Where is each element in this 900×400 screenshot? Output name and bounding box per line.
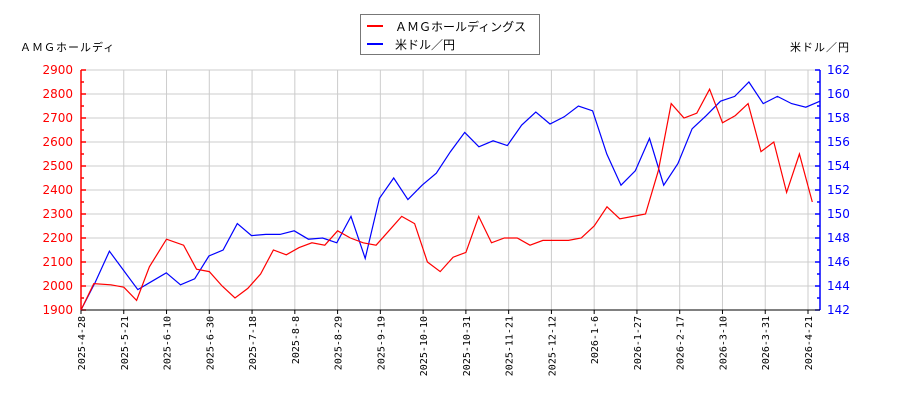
x-axis-label: 2025-6-10: [163, 316, 174, 370]
right-axis-label: 144: [827, 279, 850, 293]
x-axis-label: 2025-12-12: [547, 316, 558, 376]
x-axis-label: 2026-3-10: [718, 316, 729, 370]
series-line-amg: [80, 87, 813, 311]
left-axis-label: 2500: [42, 159, 73, 173]
right-axis-label: 148: [827, 231, 850, 245]
x-axis-label: 2025-10-10: [419, 316, 430, 376]
x-axis-label: 2025-4-28: [77, 316, 88, 370]
x-axis-label: 2025-7-18: [248, 316, 259, 370]
legend-item-amg: ＡＭＧホールディングス: [367, 17, 526, 35]
left-axis-label: 2100: [42, 255, 73, 269]
x-axis-label: 2026-1-27: [633, 316, 644, 370]
x-axis-label: 2025-5-21: [120, 316, 131, 370]
left-axis-label: 2900: [42, 63, 73, 77]
x-axis-label: 2025-8-8: [291, 316, 302, 364]
x-axis-label: 2025-6-30: [205, 316, 216, 370]
legend-swatch-blue: [367, 43, 383, 45]
x-axis-label: 2026-2-17: [676, 316, 687, 370]
right-axis-label: 146: [827, 255, 850, 269]
left-axis-label: 2000: [42, 279, 73, 293]
right-axis-label: 142: [827, 303, 850, 317]
right-axis-label: 160: [827, 87, 850, 101]
right-axis-label: 158: [827, 111, 850, 125]
right-axis-label: 154: [827, 159, 850, 173]
legend-label-amg: ＡＭＧホールディングス: [395, 19, 527, 34]
left-axis-label: 2800: [42, 87, 73, 101]
legend-label-usdjpy: 米ドル／円: [395, 37, 456, 52]
left-axis-label: 2400: [42, 183, 73, 197]
x-axis-label: 2025-8-29: [334, 316, 345, 370]
left-axis-label: 2300: [42, 207, 73, 221]
x-axis-label: 2025-9-19: [376, 316, 387, 370]
right-axis-label: 150: [827, 207, 850, 221]
chart-legend: ＡＭＧホールディングス 米ドル／円: [360, 14, 540, 55]
series-line-usdjpy: [80, 81, 821, 311]
x-axis-label: 2025-11-21: [505, 316, 516, 376]
left-axis-title: ＡＭＧホールディ: [20, 41, 116, 54]
left-axis-label: 1900: [42, 303, 73, 317]
left-axis-label: 2200: [42, 231, 73, 245]
legend-swatch-red: [367, 25, 383, 27]
right-axis-label: 162: [827, 63, 850, 77]
x-axis-label: 2025-10-31: [462, 316, 473, 376]
left-axis-label: 2700: [42, 111, 73, 125]
right-axis-label: 152: [827, 183, 850, 197]
x-axis-label: 2026-1-6: [590, 316, 601, 364]
right-axis-title: 米ドル／円: [790, 41, 850, 54]
legend-item-usdjpy: 米ドル／円: [367, 35, 455, 53]
x-axis-label: 2026-3-31: [761, 316, 772, 370]
right-axis-label: 156: [827, 135, 850, 149]
x-axis-label: 2026-4-21: [804, 316, 815, 370]
left-axis-label: 2600: [42, 135, 73, 149]
